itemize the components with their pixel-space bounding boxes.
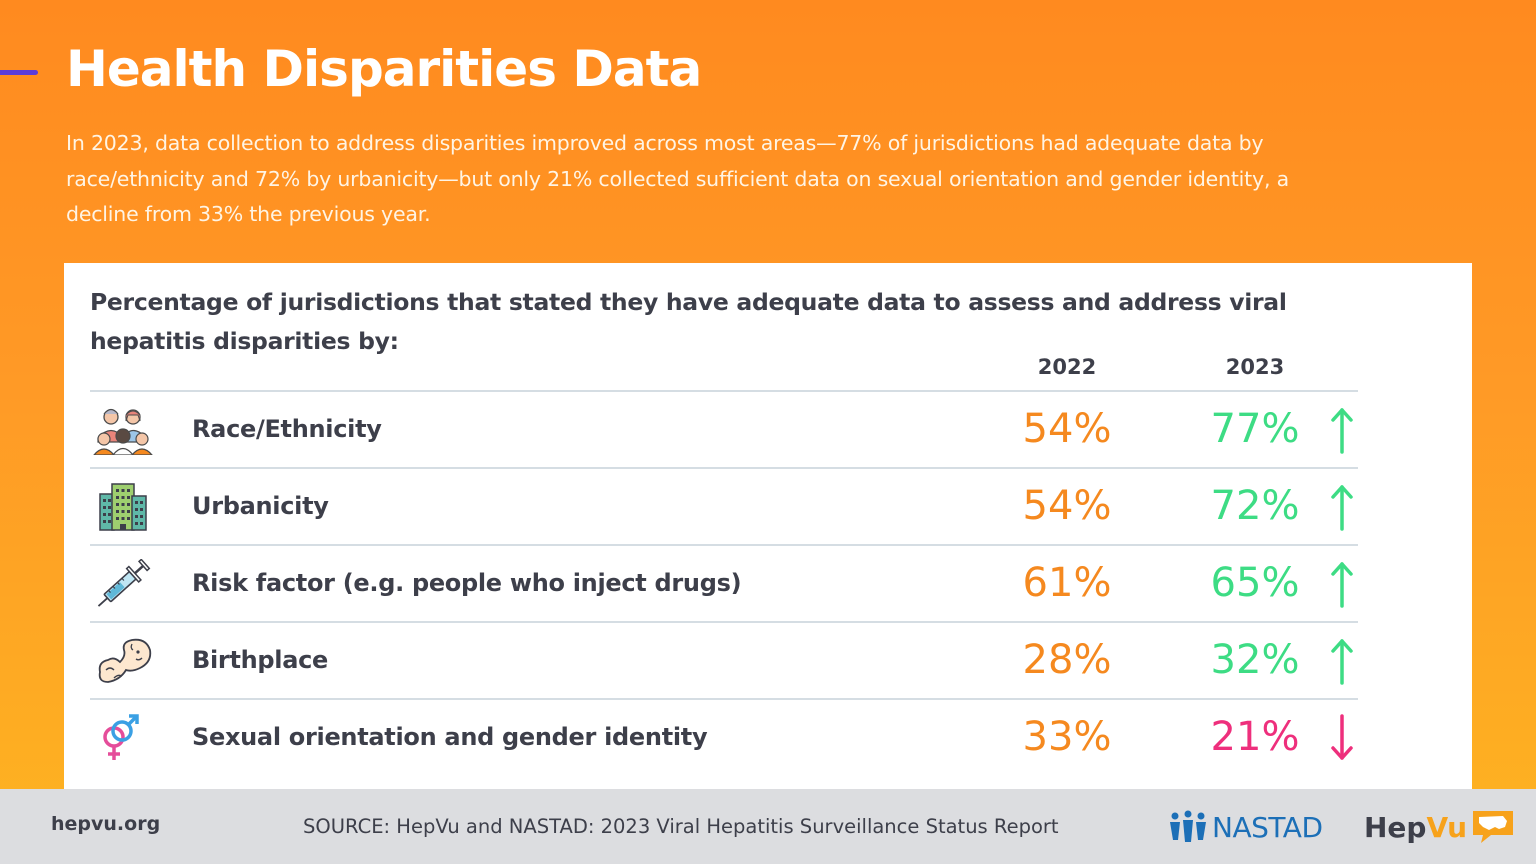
value-2022: 28% [1022,637,1112,683]
value-2023: 32% [1210,637,1300,683]
table-row: Birthplace 28% 32% [90,621,1358,698]
nastad-logo: NASTAD [1168,809,1323,845]
value-2023: 65% [1210,560,1300,606]
value-2023: 72% [1210,483,1300,529]
nastad-people-icon [1170,810,1206,842]
source-citation: SOURCE: HepVu and NASTAD: 2023 Viral Hep… [303,815,1059,838]
accent-line [0,70,38,75]
row-label: Birthplace [192,646,329,674]
column-header-2023: 2023 [1225,355,1285,379]
up-arrow-icon [1331,408,1353,454]
value-2023: 77% [1210,406,1300,452]
value-2022: 54% [1022,483,1112,529]
value-2022: 54% [1022,406,1112,452]
footer-link[interactable]: hepvu.org [51,813,161,835]
nastad-wordmark: NASTAD [1212,810,1323,844]
intro-text: In 2023, data collection to address disp… [66,131,1289,226]
gender-symbol-icon [103,714,139,760]
up-arrow-icon [1331,485,1353,531]
row-label: Sexual orientation and gender identity [192,723,708,751]
column-header-2022: 2022 [1037,355,1097,379]
people-group-icon [93,408,153,455]
buildings-icon [99,483,147,531]
table-heading: Percentage of jurisdictions that stated … [90,288,1287,355]
page-title: Health Disparities Data [66,40,702,98]
table-row: Race/Ethnicity 54% 77% [90,390,1358,467]
value-2022: 33% [1022,714,1112,760]
hepvu-wordmark-hep: Hep [1364,810,1427,844]
up-arrow-icon [1331,562,1353,608]
hepvu-wordmark-vu: Vu [1426,810,1468,844]
hepvu-logo: Hep Vu [1364,807,1517,847]
table-row: Risk factor (e.g. people who inject drug… [90,544,1358,621]
row-label: Risk factor (e.g. people who inject drug… [192,569,742,597]
table-row: Sexual orientation and gender identity 3… [90,698,1358,775]
data-table: Race/Ethnicity 54% 77% [90,390,1358,775]
value-2023: 21% [1210,714,1300,760]
footer: hepvu.org SOURCE: HepVu and NASTAD: 2023… [0,789,1536,864]
data-card: Percentage of jurisdictions that stated … [64,263,1472,823]
down-arrow-icon [1331,714,1353,760]
value-2022: 61% [1022,560,1112,606]
speech-bubble-map-icon [1473,811,1514,843]
row-label: Urbanicity [192,492,329,520]
row-label: Race/Ethnicity [192,415,382,443]
baby-icon [98,638,152,683]
up-arrow-icon [1331,639,1353,685]
table-row: Urbanicity 54% 72% [90,467,1358,544]
syringe-icon [97,559,151,607]
